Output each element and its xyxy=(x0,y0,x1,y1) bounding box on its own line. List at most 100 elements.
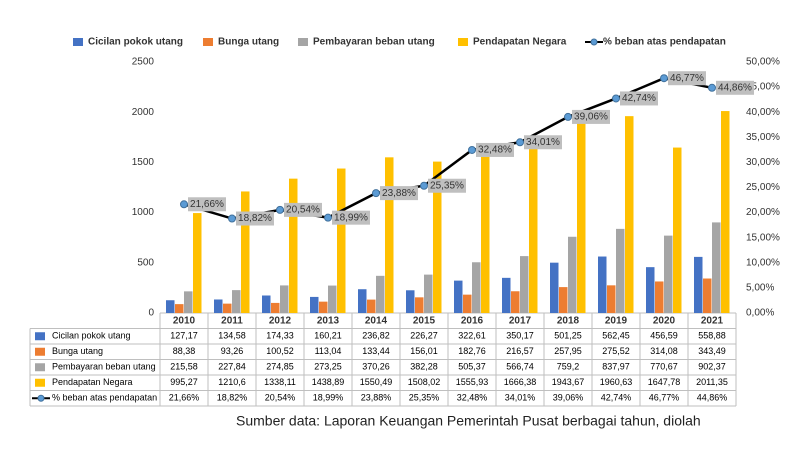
bar xyxy=(463,294,472,313)
table-cell: 34,01% xyxy=(505,393,536,403)
table-cell: 566,74 xyxy=(506,362,534,372)
x-tick-label: 2011 xyxy=(221,315,243,326)
bar xyxy=(271,302,280,313)
bar xyxy=(337,168,346,313)
table-cell: 350,17 xyxy=(506,331,534,341)
source-note: Sumber data: Laporan Keuangan Pemerintah… xyxy=(236,413,701,429)
table-cell: 39,06% xyxy=(553,393,584,403)
legend-label: Pendapatan Negara xyxy=(473,37,567,48)
x-tick-label: 2010 xyxy=(173,315,196,326)
table-cell: 770,67 xyxy=(650,362,678,372)
table-cell: 88,38 xyxy=(173,346,196,356)
y-tick-label: 0 xyxy=(148,308,154,319)
legend-swatch xyxy=(590,38,598,46)
legend-swatch xyxy=(298,38,308,46)
legend-label: Pembayaran beban utang xyxy=(313,37,435,48)
table-cell: 1555,93 xyxy=(456,377,489,387)
bar xyxy=(424,274,433,313)
bar xyxy=(625,116,634,314)
legend-label: Cicilan pokok utang xyxy=(88,37,183,48)
table-cell: 25,35% xyxy=(409,393,440,403)
x-tick-label: 2012 xyxy=(269,315,292,326)
bar xyxy=(703,278,712,313)
legend-swatch xyxy=(35,363,45,372)
table-cell: 1438,89 xyxy=(312,377,345,387)
table-cell: 382,28 xyxy=(410,362,438,372)
bar xyxy=(673,147,682,313)
line-marker xyxy=(660,74,668,83)
table-cell: 562,45 xyxy=(602,331,630,341)
table-row-header: Pembayaran beban utang xyxy=(52,362,156,372)
bar xyxy=(433,161,442,313)
bar xyxy=(481,156,490,313)
y-tick-label: 1500 xyxy=(132,157,155,168)
table-cell: 100,52 xyxy=(266,346,294,356)
table-cell: 23,88% xyxy=(361,393,392,403)
x-tick-label: 2020 xyxy=(653,315,676,326)
table-cell: 2011,35 xyxy=(696,377,728,387)
bar xyxy=(568,236,577,313)
table-row-header: % beban atas pendapatan xyxy=(52,393,157,403)
data-label-box xyxy=(716,80,754,95)
bar xyxy=(472,262,481,313)
data-label-box xyxy=(476,142,514,157)
y2-tick-label: 25,00% xyxy=(746,182,780,193)
legend-swatch xyxy=(37,394,45,402)
table-cell: 174,33 xyxy=(266,331,294,341)
bar xyxy=(529,145,538,313)
table-cell: 156,01 xyxy=(410,346,438,356)
y2-tick-label: 35,00% xyxy=(746,132,780,143)
table-cell: 160,21 xyxy=(314,331,342,341)
table-cell: 134,58 xyxy=(218,331,246,341)
table-cell: 322,61 xyxy=(458,331,486,341)
y2-tick-label: 20,00% xyxy=(746,207,780,218)
data-label-box xyxy=(380,186,418,201)
bar xyxy=(232,290,241,313)
line-marker xyxy=(516,138,524,147)
line-marker xyxy=(468,145,476,154)
table-cell: 215,58 xyxy=(170,362,198,372)
bar xyxy=(721,111,730,314)
bar xyxy=(328,285,337,313)
bar xyxy=(367,299,376,313)
table-cell: 370,26 xyxy=(362,362,390,372)
table-cell: 837,97 xyxy=(602,362,630,372)
table-cell: 18,82% xyxy=(217,393,248,403)
y2-tick-label: 0,00% xyxy=(746,308,774,319)
table-cell: 1550,49 xyxy=(360,377,393,387)
table-cell: 273,25 xyxy=(314,362,342,372)
table-cell: 44,86% xyxy=(697,393,728,403)
x-tick-label: 2017 xyxy=(509,315,532,326)
table-cell: 46,77% xyxy=(649,393,680,403)
bar xyxy=(406,290,415,313)
legend-label: Bunga utang xyxy=(218,37,279,48)
line-marker xyxy=(708,83,716,92)
bar xyxy=(502,277,511,313)
table-cell: 505,37 xyxy=(458,362,486,372)
y2-tick-label: 10,00% xyxy=(746,257,780,268)
bar xyxy=(646,267,655,313)
x-tick-label: 2015 xyxy=(413,315,436,326)
legend-label: % beban atas pendapatan xyxy=(603,37,726,48)
table-cell: 275,52 xyxy=(602,346,630,356)
bar xyxy=(559,287,568,313)
line-marker xyxy=(612,94,620,103)
table-cell: 343,49 xyxy=(698,346,726,356)
y-tick-label: 2500 xyxy=(132,57,155,68)
y2-tick-label: 15,00% xyxy=(746,232,780,243)
table-cell: 1338,11 xyxy=(264,377,296,387)
legend-swatch xyxy=(35,378,45,387)
table-cell: 1508,02 xyxy=(408,377,441,387)
legend-swatch xyxy=(35,332,45,341)
bar xyxy=(184,291,193,313)
bar xyxy=(376,275,385,313)
table-cell: 18,99% xyxy=(313,393,344,403)
bar xyxy=(694,256,703,313)
bar xyxy=(262,295,271,313)
line-marker xyxy=(420,181,428,190)
data-label: 18,99% xyxy=(334,212,368,223)
table-cell: 32,48% xyxy=(457,393,488,403)
x-tick-label: 2016 xyxy=(461,315,484,326)
line-marker xyxy=(324,213,332,222)
